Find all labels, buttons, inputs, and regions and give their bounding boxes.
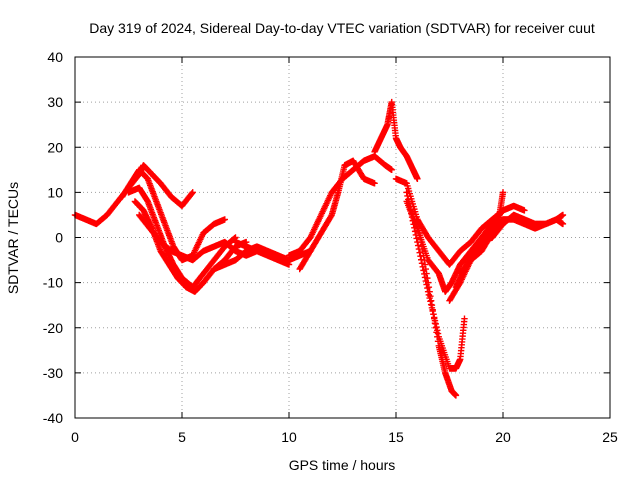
series-track-1 xyxy=(71,162,196,228)
data-point xyxy=(189,189,196,196)
data-point xyxy=(433,323,440,331)
data-point xyxy=(418,260,426,267)
data-point xyxy=(425,291,433,299)
series-track-9 xyxy=(296,157,378,273)
data-point xyxy=(431,317,439,324)
y-tick-label: -30 xyxy=(43,365,63,381)
data-point xyxy=(434,330,442,337)
data-point xyxy=(424,288,432,295)
series-track-8 xyxy=(285,153,395,259)
tick-labels: 0 5 10 15 20 25 -40 -30 -20 -10 0 10 20 30 40 xyxy=(43,49,618,445)
y-tick-label: 0 xyxy=(55,230,63,246)
data-point xyxy=(188,190,196,197)
data-point xyxy=(417,252,424,260)
x-tick-label: 10 xyxy=(281,429,297,445)
y-axis-title: SDTVAR / TECUs xyxy=(5,182,21,294)
data-point xyxy=(421,270,428,278)
data-marks xyxy=(71,98,567,399)
data-point xyxy=(371,180,378,187)
x-axis-title: GPS time / hours xyxy=(289,457,396,473)
data-point xyxy=(420,267,427,274)
y-tick-label: 10 xyxy=(47,184,63,200)
data-point xyxy=(428,304,436,311)
data-point xyxy=(461,315,468,322)
data-point xyxy=(452,392,460,399)
data-point xyxy=(427,298,434,305)
series-track-7 xyxy=(232,238,293,268)
series-track-10 xyxy=(371,98,421,183)
data-point xyxy=(415,245,423,253)
y-tick-label: -20 xyxy=(43,320,63,336)
data-point xyxy=(559,211,567,219)
data-point xyxy=(413,235,420,242)
y-tick-label: -10 xyxy=(43,275,63,291)
data-point xyxy=(221,216,228,223)
data-point xyxy=(427,301,435,308)
data-point xyxy=(424,284,431,292)
y-tick-label: -40 xyxy=(43,410,63,426)
data-point xyxy=(414,175,421,183)
data-point xyxy=(426,294,433,302)
x-tick-label: 20 xyxy=(495,429,511,445)
data-point xyxy=(559,220,567,228)
y-tick-label: 40 xyxy=(47,49,63,65)
data-point xyxy=(421,274,429,281)
data-point xyxy=(430,311,437,318)
data-point xyxy=(431,314,438,321)
x-tick-label: 25 xyxy=(602,429,618,445)
data-point xyxy=(422,277,430,285)
x-tick-label: 15 xyxy=(388,429,404,445)
data-point xyxy=(499,189,507,196)
series-track-14 xyxy=(414,202,528,268)
y-tick-label: 20 xyxy=(47,139,63,155)
data-point xyxy=(418,256,425,263)
data-point xyxy=(432,320,439,328)
chart-title: Day 319 of 2024, Sidereal Day-to-day VTE… xyxy=(89,20,595,36)
data-point xyxy=(416,249,423,256)
x-tick-label: 0 xyxy=(71,429,79,445)
data-point xyxy=(434,327,441,334)
data-point xyxy=(423,281,430,288)
data-point xyxy=(429,307,436,315)
y-tick-label: 30 xyxy=(47,94,63,110)
plot-frame xyxy=(74,56,611,419)
series-track-12 xyxy=(403,189,468,372)
data-point xyxy=(404,192,411,200)
data-point xyxy=(327,213,335,220)
data-point xyxy=(419,263,426,271)
data-point xyxy=(403,189,410,196)
data-point xyxy=(521,207,528,214)
series-track-4 xyxy=(131,198,250,295)
data-point xyxy=(285,261,293,268)
series-track-17 xyxy=(457,216,567,277)
x-tick-label: 5 xyxy=(178,429,186,445)
data-point xyxy=(414,242,422,249)
data-point xyxy=(388,166,395,174)
